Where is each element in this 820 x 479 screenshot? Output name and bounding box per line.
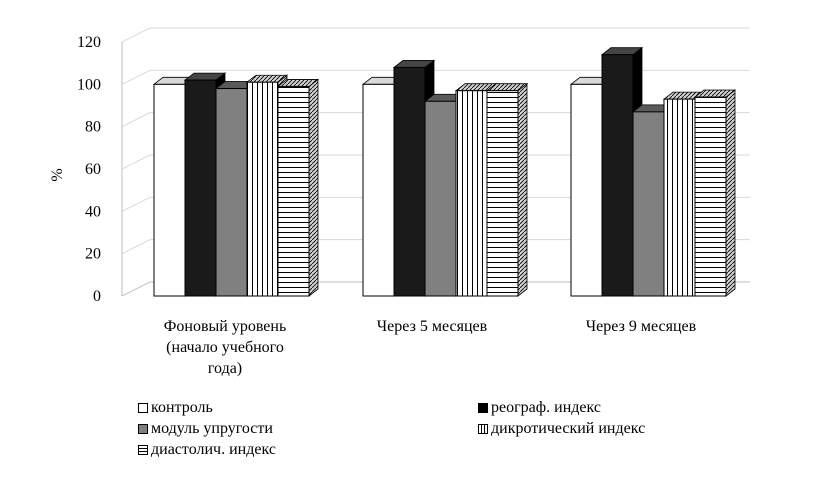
y-tick-label: 20 [85, 246, 101, 263]
legend-label: модуль упругости [151, 420, 273, 437]
bars [152, 46, 737, 297]
legend-item: диастолич. индекс [138, 439, 276, 460]
y-tick-label: 80 [85, 119, 101, 136]
bar [214, 80, 258, 297]
legend-item: реограф. индекс [478, 397, 601, 418]
legend-swatch [138, 402, 148, 413]
gridline [121, 281, 750, 297]
y-tick-label: 120 [77, 34, 101, 51]
legend-swatch [478, 423, 488, 434]
legend-swatch [138, 423, 148, 434]
bar [276, 78, 320, 297]
legend-swatch [478, 402, 488, 413]
category-label: Фоновый уровень (начало учебного года) [164, 318, 287, 377]
grid-layer [121, 27, 750, 297]
bar [693, 89, 737, 297]
legend-item: контроль [138, 397, 213, 418]
gridline [121, 239, 750, 255]
gridline [121, 69, 750, 85]
legend-label: реограф. индекс [491, 399, 601, 416]
y-tick-label: 60 [85, 161, 101, 178]
category-label: Через 5 месяцев [377, 318, 488, 335]
gridline [121, 112, 750, 128]
legend-label: дикротический индекс [491, 420, 646, 437]
y-tick-label: 0 [93, 288, 101, 305]
y-axis-label: % [49, 168, 66, 181]
bar [485, 82, 529, 297]
legend-label: контроль [151, 399, 213, 416]
y-tick-label: 100 [77, 76, 101, 93]
y-tick-label: 40 [85, 203, 101, 220]
gridline [121, 27, 750, 43]
gridline [121, 154, 750, 170]
legend-label: диастолич. индекс [151, 441, 276, 458]
y-tick-labels: 0 20 40 60 80 100 120 [77, 34, 101, 305]
gridline [121, 196, 750, 212]
legend-item: модуль упругости [138, 418, 273, 439]
category-label: Через 9 месяцев [586, 318, 697, 335]
legend-item: дикротический индекс [478, 418, 645, 439]
category-labels: Фоновый уровень (начало учебного года) Чере… [164, 318, 697, 377]
legend-swatch [138, 444, 148, 455]
